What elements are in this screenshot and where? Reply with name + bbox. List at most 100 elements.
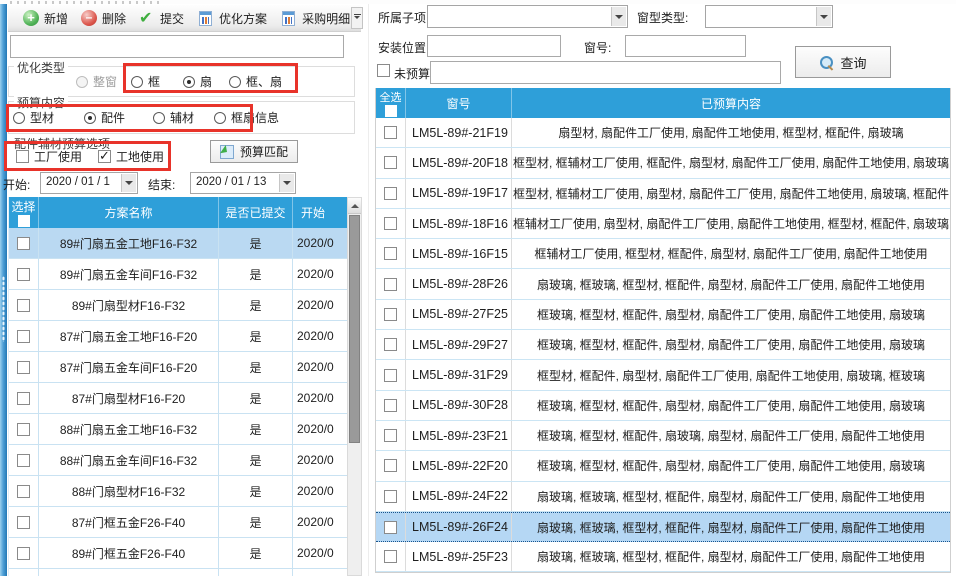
row-checkbox[interactable]: [384, 307, 397, 321]
row-checkbox[interactable]: [384, 550, 397, 564]
budgeted-content-column-header[interactable]: 已预算内容: [700, 96, 761, 111]
budget-content-option-框扇信息[interactable]: 框扇信息: [214, 109, 279, 126]
plan-name-cell: 89#门扇五金工地F16-F32: [39, 228, 219, 258]
window-no-column-header[interactable]: 窗号: [406, 88, 512, 118]
start-column-header[interactable]: 开始: [293, 197, 347, 228]
optimize-type-option-扇[interactable]: 扇: [183, 73, 212, 90]
plan-table-row[interactable]: 87#门框五金F26-F40 是 2020/0: [9, 507, 347, 538]
budget-table-row[interactable]: LM5L-89#-26F24 扇玻璃, 框玻璃, 框型材, 框配件, 扇型材, 扇…: [376, 511, 950, 543]
plan-table-row[interactable]: 89#门扇五金工地F16-F32 是 2020/0: [9, 228, 347, 259]
budget-table-row[interactable]: LM5L-89#-23F21 框玻璃, 框型材, 框配件, 扇玻璃, 扇型材, 扇…: [376, 420, 950, 452]
row-checkbox[interactable]: [384, 489, 397, 503]
row-checkbox[interactable]: [17, 391, 30, 405]
row-checkbox[interactable]: [384, 217, 397, 231]
radio-label: 框: [148, 75, 161, 89]
left-collapsed-splitter[interactable]: [0, 4, 7, 576]
submit-button[interactable]: 提交: [134, 7, 189, 30]
row-checkbox[interactable]: [17, 515, 30, 529]
row-checkbox[interactable]: [384, 429, 397, 443]
search-button[interactable]: 查询: [795, 46, 891, 78]
budget-match-button[interactable]: 预算匹配: [210, 140, 298, 163]
start-date-value: 2020 / 01 / 1: [46, 176, 110, 188]
budget-table-row[interactable]: LM5L-89#-16F15 框辅材工厂使用, 框型材, 框配件, 扇型材, 扇配…: [376, 239, 950, 270]
plan-table-row[interactable]: 88#门扇型材F16-F32 是 2020/0: [9, 476, 347, 507]
start-date-picker[interactable]: 2020 / 01 / 1: [40, 172, 138, 194]
budget-content-option-配件[interactable]: 配件: [84, 109, 125, 126]
row-checkbox[interactable]: [17, 453, 30, 467]
budget-table-row[interactable]: LM5L-89#-18F16 框辅材工厂使用, 扇型材, 扇配件工厂使用, 扇配件…: [376, 208, 950, 240]
budget-table-row[interactable]: LM5L-89#-28F26 扇玻璃, 框玻璃, 框型材, 框配件, 扇型材, 扇…: [376, 269, 950, 300]
plan-table-row[interactable]: 87#门扇型材F16-F20 是 2020/0: [9, 383, 347, 414]
budget-table-row[interactable]: LM5L-89#-30F28 框玻璃, 框型材, 框配件, 扇型材, 扇配件工厂使…: [376, 390, 950, 421]
row-checkbox[interactable]: [384, 459, 397, 473]
plan-table-row[interactable]: 89#门框五金F26-F40 是 2020/0: [9, 538, 347, 569]
plan-table-scrollbar[interactable]: [347, 197, 362, 576]
budget-table-row[interactable]: LM5L-89#-22F20 框玻璃, 框型材, 框配件, 扇型材, 扇配件工厂使…: [376, 451, 950, 482]
plan-table-row[interactable]: 87#门扇五金工地F16-F20 是 2020/0: [9, 321, 347, 352]
toolbar-overflow-button[interactable]: [351, 7, 363, 29]
row-checkbox[interactable]: [17, 298, 30, 312]
end-date-picker[interactable]: 2020 / 01 / 13: [190, 172, 296, 194]
plan-table-row[interactable]: 88#门扇五金车间F16-F32 是 2020/0: [9, 445, 347, 476]
plan-table-row[interactable]: 88#门扇五金工地F16-F32 是 2020/0: [9, 414, 347, 445]
row-checkbox[interactable]: [384, 156, 397, 170]
install-position-input[interactable]: [427, 35, 561, 57]
radio-label: 配件: [101, 111, 126, 125]
row-checkbox[interactable]: [384, 398, 397, 412]
row-checkbox[interactable]: [17, 329, 30, 343]
optimize-type-option-框、扇[interactable]: 框、扇: [229, 73, 282, 90]
budget-content-option-型材[interactable]: 型材: [13, 109, 54, 126]
no-budget-checkbox[interactable]: [377, 64, 390, 77]
row-checkbox[interactable]: [384, 277, 397, 291]
row-checkbox[interactable]: [384, 126, 397, 140]
row-checkbox[interactable]: [17, 267, 30, 281]
scrollbar-up-button[interactable]: [348, 198, 361, 214]
end-date-dropdown-button[interactable]: [279, 174, 294, 192]
row-checkbox[interactable]: [384, 247, 397, 261]
start-date-dropdown-button[interactable]: [121, 174, 136, 192]
row-checkbox[interactable]: [17, 484, 30, 498]
row-checkbox[interactable]: [384, 520, 397, 534]
window-type-combobox[interactable]: [705, 5, 833, 28]
select-all-checkbox[interactable]: [17, 215, 30, 227]
radio-icon: [153, 111, 166, 124]
submitted-column-header[interactable]: 是否已提交: [219, 197, 293, 228]
row-checkbox[interactable]: [384, 368, 397, 382]
budget-table-row[interactable]: LM5L-89#-31F29 框型材, 框配件, 扇型材, 扇配件工厂使用, 扇配…: [376, 360, 950, 391]
budget-table-row[interactable]: LM5L-89#-19F17 框型材, 框辅材工厂使用, 扇型材, 扇配件工厂使用…: [376, 178, 950, 209]
plan-name-column-header[interactable]: 方案名称: [39, 197, 219, 228]
budget-row-select-cell: [376, 420, 406, 451]
sub-item-combobox[interactable]: [427, 5, 628, 28]
row-checkbox[interactable]: [17, 546, 30, 560]
optimize-type-option-框[interactable]: 框: [131, 73, 160, 90]
window-no-input[interactable]: [625, 35, 746, 57]
window-type-dropdown-button[interactable]: [816, 7, 831, 26]
plan-filter-input[interactable]: [10, 35, 344, 58]
plan-table-row[interactable]: 89#门扇型材F16-F32 是 2020/0: [9, 290, 347, 321]
plan-table-row[interactable]: 89#门扇五金车间F16-F32 是 2020/0: [9, 259, 347, 290]
scrollbar-thumb[interactable]: [349, 215, 360, 443]
budget-table-row[interactable]: LM5L-89#-20F18 框型材, 框辅材工厂使用, 框配件, 扇型材, 扇配…: [376, 148, 950, 179]
checkbox-icon: [16, 149, 29, 163]
no-budget-input[interactable]: [430, 61, 781, 84]
budget-table-row[interactable]: LM5L-89#-29F27 框玻璃, 框型材, 框配件, 扇型材, 扇配件工厂使…: [376, 330, 950, 361]
sub-item-dropdown-button[interactable]: [611, 7, 626, 26]
optimize-plan-button[interactable]: 优化方案: [192, 7, 272, 30]
row-checkbox[interactable]: [384, 338, 397, 352]
row-checkbox[interactable]: [384, 186, 397, 200]
budget-table-row[interactable]: LM5L-89#-24F22 扇玻璃, 框玻璃, 框型材, 框配件, 扇型材, 扇…: [376, 481, 950, 512]
usage-option-工厂使用[interactable]: 工厂使用: [16, 148, 82, 165]
add-button[interactable]: 新增: [18, 7, 73, 30]
budget-table-row[interactable]: LM5L-89#-21F19 扇型材, 扇配件工厂使用, 扇配件工地使用, 框型材…: [376, 118, 950, 149]
row-checkbox[interactable]: [17, 360, 30, 374]
budget-table-row[interactable]: LM5L-89#-27F25 框玻璃, 框型材, 框配件, 扇型材, 扇配件工厂使…: [376, 299, 950, 331]
plan-table-row[interactable]: 87#门扇五金车间F16-F20 是 2020/0: [9, 352, 347, 383]
budget-table-row[interactable]: LM5L-89#-25F23 扇玻璃, 框玻璃, 框型材, 框配件, 扇型材, 扇…: [376, 542, 950, 573]
row-checkbox[interactable]: [17, 422, 30, 436]
usage-option-工地使用[interactable]: 工地使用: [98, 148, 164, 165]
delete-button[interactable]: 删除: [76, 7, 131, 30]
select-all-checkbox[interactable]: [384, 105, 397, 117]
budget-content-option-辅材[interactable]: 辅材: [153, 109, 194, 126]
row-checkbox[interactable]: [17, 236, 30, 250]
